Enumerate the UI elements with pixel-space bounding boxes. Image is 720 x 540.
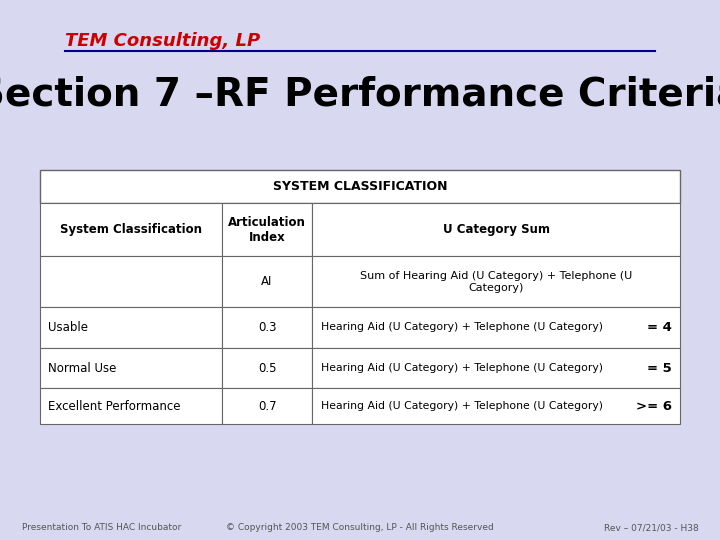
Text: System Classification: System Classification: [60, 223, 202, 236]
Text: 0.5: 0.5: [258, 362, 276, 375]
Bar: [222, 256, 312, 307]
Bar: [40, 307, 222, 348]
Text: TEM Consulting, LP: TEM Consulting, LP: [65, 31, 260, 50]
Bar: [40, 170, 680, 203]
Bar: [312, 203, 680, 256]
Bar: [40, 348, 222, 388]
Bar: [312, 348, 680, 388]
Text: © Copyright 2003 TEM Consulting, LP - All Rights Reserved: © Copyright 2003 TEM Consulting, LP - Al…: [226, 523, 494, 532]
Text: Hearing Aid (U Category) + Telephone (U Category): Hearing Aid (U Category) + Telephone (U …: [320, 322, 603, 333]
Bar: [222, 203, 312, 256]
Bar: [312, 256, 680, 307]
Text: Rev – 07/21/03 - H38: Rev – 07/21/03 - H38: [603, 523, 698, 532]
Text: SYSTEM CLASSIFICATION: SYSTEM CLASSIFICATION: [273, 180, 447, 193]
Text: Hearing Aid (U Category) + Telephone (U Category): Hearing Aid (U Category) + Telephone (U …: [320, 363, 603, 373]
Text: AI: AI: [261, 275, 273, 288]
Text: Excellent Performance: Excellent Performance: [48, 400, 181, 413]
Bar: [312, 307, 680, 348]
Text: 0.7: 0.7: [258, 400, 276, 413]
Bar: [40, 388, 222, 424]
Text: = 4: = 4: [647, 321, 672, 334]
Bar: [222, 348, 312, 388]
Text: Articulation
Index: Articulation Index: [228, 216, 306, 244]
Bar: [222, 307, 312, 348]
Text: Usable: Usable: [48, 321, 89, 334]
Text: Section 7 –RF Performance Criteria: Section 7 –RF Performance Criteria: [0, 76, 720, 113]
Text: >= 6: >= 6: [636, 400, 672, 413]
Text: = 5: = 5: [647, 362, 672, 375]
Bar: [222, 388, 312, 424]
Text: U Category Sum: U Category Sum: [443, 223, 549, 236]
Text: Normal Use: Normal Use: [48, 362, 117, 375]
Bar: [40, 203, 222, 256]
Text: 0.3: 0.3: [258, 321, 276, 334]
Text: Hearing Aid (U Category) + Telephone (U Category): Hearing Aid (U Category) + Telephone (U …: [320, 401, 603, 411]
Text: Presentation To ATIS HAC Incubator: Presentation To ATIS HAC Incubator: [22, 523, 181, 532]
Bar: [40, 256, 222, 307]
Text: Sum of Hearing Aid (U Category) + Telephone (U
Category): Sum of Hearing Aid (U Category) + Teleph…: [360, 271, 632, 293]
Bar: [312, 388, 680, 424]
